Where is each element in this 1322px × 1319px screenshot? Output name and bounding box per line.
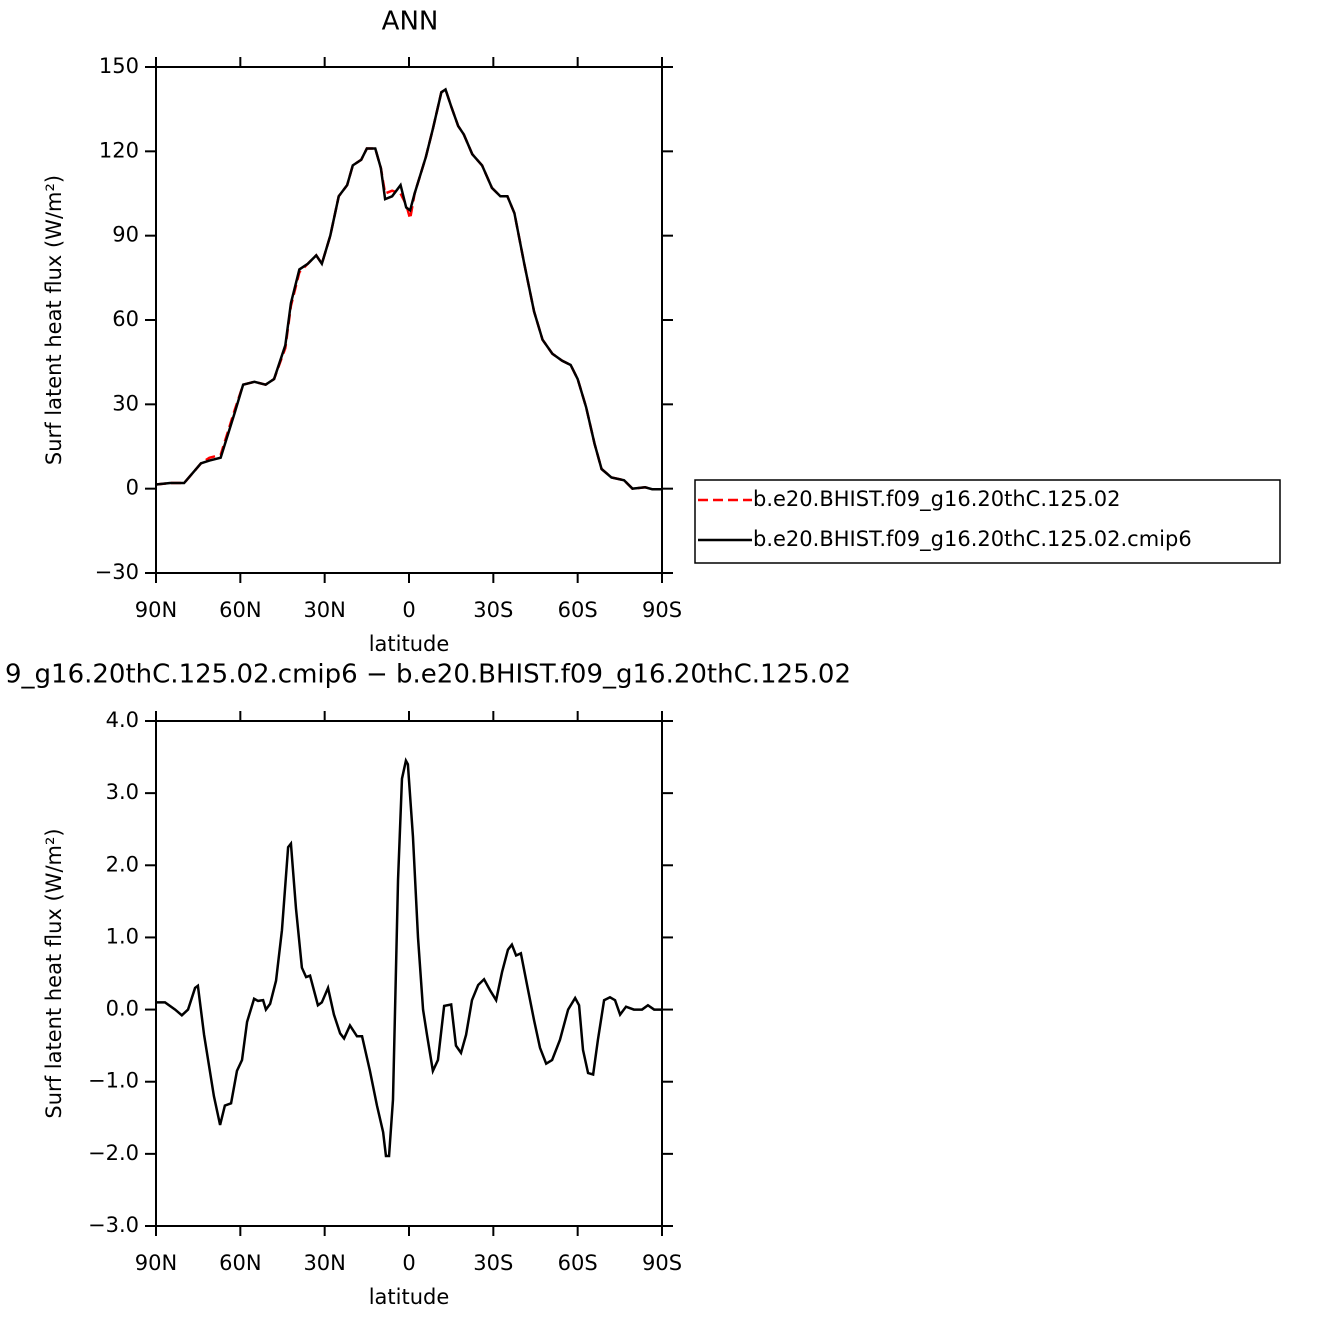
x-tick-label: 60S: [558, 1251, 598, 1275]
x-tick-label: 60N: [219, 598, 261, 622]
y-axis-label: Surf latent heat flux (W/m²): [42, 175, 66, 465]
chart-title: 9_g16.20thC.125.02.cmip6 − b.e20.BHIST.f…: [5, 660, 851, 690]
x-axis-label: latitude: [369, 632, 450, 656]
data-line: [156, 757, 662, 1158]
legend-box: [694, 479, 1281, 564]
y-tick-label: −3.0: [88, 1213, 139, 1237]
y-tick-label: 150: [99, 54, 139, 78]
plot-frame: [155, 66, 663, 574]
x-tick-label: 30S: [473, 598, 513, 622]
x-tick-label: 30N: [303, 598, 345, 622]
x-tick-label: 60S: [558, 598, 598, 622]
plot-frame: [155, 720, 663, 1227]
y-tick-label: 0: [126, 476, 139, 500]
x-tick-label: 60N: [219, 1251, 261, 1275]
chart-title: ANN: [382, 7, 439, 37]
data-line: [155, 87, 662, 491]
y-tick-label: −30: [95, 560, 139, 584]
y-axis-label: Surf latent heat flux (W/m²): [42, 828, 66, 1118]
data-line: [155, 87, 662, 491]
y-tick-label: 4.0: [106, 708, 139, 732]
x-tick-label: 90N: [135, 598, 177, 622]
y-tick-label: 3.0: [106, 780, 139, 804]
legend-label: b.e20.BHIST.f09_g16.20thC.125.02: [753, 487, 1120, 512]
x-tick-label: 90S: [642, 598, 682, 622]
y-tick-label: 1.0: [106, 924, 139, 948]
x-tick-label: 30N: [303, 1251, 345, 1275]
y-tick-label: 0.0: [106, 997, 139, 1021]
x-tick-label: 90S: [642, 1251, 682, 1275]
y-tick-label: 2.0: [106, 852, 139, 876]
x-tick-label: 0: [402, 598, 415, 622]
y-tick-label: 90: [112, 223, 139, 247]
x-axis-label: latitude: [369, 1285, 450, 1309]
y-tick-label: 30: [112, 391, 139, 415]
y-tick-label: 120: [99, 138, 139, 162]
x-tick-label: 90N: [135, 1251, 177, 1275]
y-tick-label: 60: [112, 307, 139, 331]
y-tick-label: −2.0: [88, 1141, 139, 1165]
y-tick-label: −1.0: [88, 1069, 139, 1093]
legend-label: b.e20.BHIST.f09_g16.20thC.125.02.cmip6: [753, 527, 1192, 552]
x-tick-label: 30S: [473, 1251, 513, 1275]
x-tick-label: 0: [402, 1251, 415, 1275]
